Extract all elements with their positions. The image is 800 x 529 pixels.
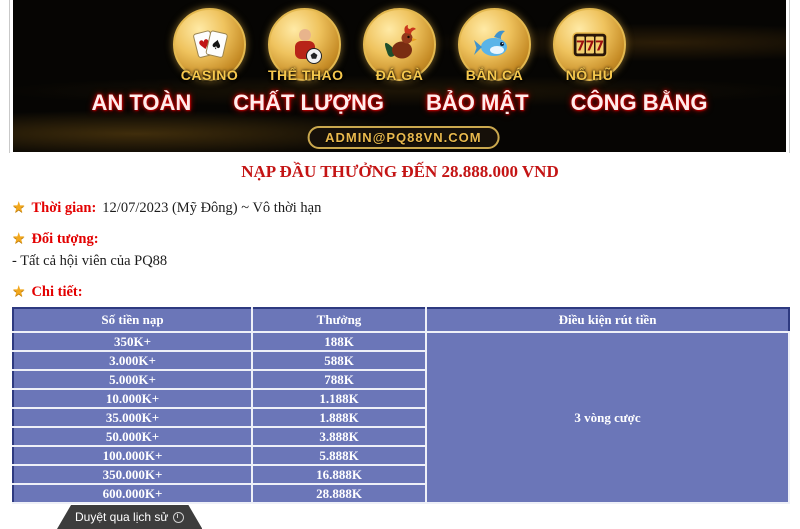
- header-condition: Điều kiện rút tiền: [425, 308, 789, 333]
- page-title: NẠP ĐẦU THƯỞNG ĐẾN 28.888.000 VND: [241, 162, 559, 181]
- slogan-row: AN TOÀN CHẤT LƯỢNG BẢO MẬT CÔNG BẰNG: [13, 90, 786, 116]
- bonus-cell: 1.188K: [251, 388, 427, 409]
- time-label: Thời gian:: [31, 200, 97, 216]
- star-icon: ★: [12, 282, 26, 300]
- svg-text:♠: ♠: [209, 36, 224, 53]
- category-casino[interactable]: ♥ ♠ CASINO: [173, 8, 246, 83]
- table-row: 50.000K+ 3.888K: [13, 426, 789, 447]
- deposit-cell: 3.000K+: [13, 350, 253, 371]
- bonus-cell: 588K: [251, 350, 427, 371]
- slogan-bao-mat: BẢO MẬT: [425, 90, 529, 115]
- promo-details: ★ Thời gian: 12/07/2023 (Mỹ Đông) ~ Vô t…: [12, 190, 788, 323]
- admin-email-badge: ADMIN@PQ88VN.COM: [307, 126, 500, 149]
- table-row: 5.000K+ 788K: [13, 369, 789, 390]
- deposit-cell: 50.000K+: [13, 426, 253, 447]
- star-icon: ★: [12, 229, 26, 247]
- category-label: THỂ THAO: [268, 67, 344, 83]
- deposit-cell: 5.000K+: [13, 369, 253, 390]
- history-status-button[interactable]: Duyệt qua lịch sử: [57, 505, 202, 529]
- bonus-cell: 788K: [251, 369, 427, 390]
- bonus-cell: 28.888K: [251, 483, 427, 504]
- history-icon: [173, 512, 184, 523]
- detail-row: ★ Chi tiết:: [12, 282, 788, 301]
- deposit-cell: 350K+: [13, 331, 253, 352]
- bonus-table: Số tiền nạp Thưởng Điều kiện rút tiền 35…: [12, 307, 790, 504]
- category-label: ĐÁ GÀ: [375, 67, 424, 83]
- slot-777-icon: 7 7 7: [553, 8, 626, 81]
- table-row: 350K+ 188K 3 vòng cược: [13, 331, 790, 504]
- soccer-ball-icon: [268, 8, 341, 81]
- category-label: BẮN CÁ: [465, 67, 524, 83]
- withdraw-condition-cell: 3 vòng cược: [425, 331, 790, 504]
- svg-text:7: 7: [575, 39, 584, 54]
- header-deposit: Số tiền nạp: [13, 308, 253, 333]
- bonus-cell: 5.888K: [251, 445, 427, 466]
- top-banner[interactable]: ♥ ♠ CASINO: [13, 0, 786, 152]
- rooster-icon: [363, 8, 436, 81]
- slogan-cong-bang: CÔNG BẰNG: [570, 90, 708, 115]
- table-row: 3.000K+ 588K: [13, 350, 789, 371]
- table-row: 100.000K+ 5.888K: [13, 445, 789, 466]
- target-row: ★ Đối tượng:: [12, 229, 788, 248]
- table-row: 350.000K+ 16.888K: [13, 464, 789, 485]
- time-value: 12/07/2023 (Mỹ Đông) ~ Vô thời hạn: [102, 200, 322, 216]
- target-value: - Tất cả hội viên của PQ88: [12, 253, 168, 269]
- star-icon: ★: [12, 198, 26, 216]
- bonus-cell: 188K: [251, 331, 427, 352]
- banner-strip: ♥ ♠ CASINO: [9, 0, 790, 153]
- detail-label: Chi tiết:: [31, 284, 83, 300]
- target-label: Đối tượng:: [31, 231, 99, 247]
- bonus-cell: 3.888K: [251, 426, 427, 447]
- deposit-cell: 350.000K+: [13, 464, 253, 485]
- svg-text:7: 7: [594, 39, 603, 54]
- deposit-cell: 100.000K+: [13, 445, 253, 466]
- time-row: ★ Thời gian: 12/07/2023 (Mỹ Đông) ~ Vô t…: [12, 198, 788, 217]
- category-the-thao[interactable]: THỂ THAO: [268, 8, 344, 83]
- bonus-cell: 16.888K: [251, 464, 427, 485]
- category-da-ga[interactable]: ĐÁ GÀ: [363, 8, 436, 83]
- status-button-label: Duyệt qua lịch sử: [75, 510, 169, 524]
- deposit-cell: 600.000K+: [13, 483, 253, 504]
- category-no-hu[interactable]: 7 7 7 NỔ HŨ: [553, 8, 626, 83]
- category-row: ♥ ♠ CASINO: [13, 8, 786, 83]
- fish-icon: [458, 8, 531, 81]
- bonus-cell: 1.888K: [251, 407, 427, 428]
- category-label: NỔ HŨ: [565, 67, 614, 83]
- slogan-chat-luong: CHẤT LƯỢNG: [233, 90, 384, 115]
- category-ban-ca[interactable]: BẮN CÁ: [458, 8, 531, 83]
- slogan-an-toan: AN TOÀN: [91, 90, 192, 115]
- table-row: 35.000K+ 1.888K: [13, 407, 789, 428]
- table-row: 600.000K+ 28.888K: [13, 483, 789, 504]
- deposit-cell: 35.000K+: [13, 407, 253, 428]
- table-row: 10.000K+ 1.188K: [13, 388, 789, 409]
- header-bonus: Thưởng: [251, 308, 427, 333]
- svg-text:7: 7: [585, 39, 594, 54]
- deposit-cell: 10.000K+: [13, 388, 253, 409]
- category-label: CASINO: [180, 67, 239, 83]
- casino-cards-icon: ♥ ♠: [173, 8, 246, 81]
- table-header-row: Số tiền nạp Thưởng Điều kiện rút tiền: [13, 308, 789, 333]
